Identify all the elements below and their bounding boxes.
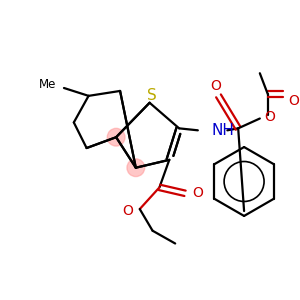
Text: Me: Me bbox=[39, 78, 56, 91]
Text: S: S bbox=[147, 88, 156, 104]
Text: O: O bbox=[288, 94, 299, 108]
Circle shape bbox=[107, 128, 125, 146]
Text: O: O bbox=[192, 186, 203, 200]
Text: O: O bbox=[122, 204, 133, 218]
Text: O: O bbox=[264, 110, 274, 124]
Text: NH: NH bbox=[212, 123, 235, 138]
Text: O: O bbox=[210, 79, 221, 93]
Circle shape bbox=[127, 159, 145, 177]
